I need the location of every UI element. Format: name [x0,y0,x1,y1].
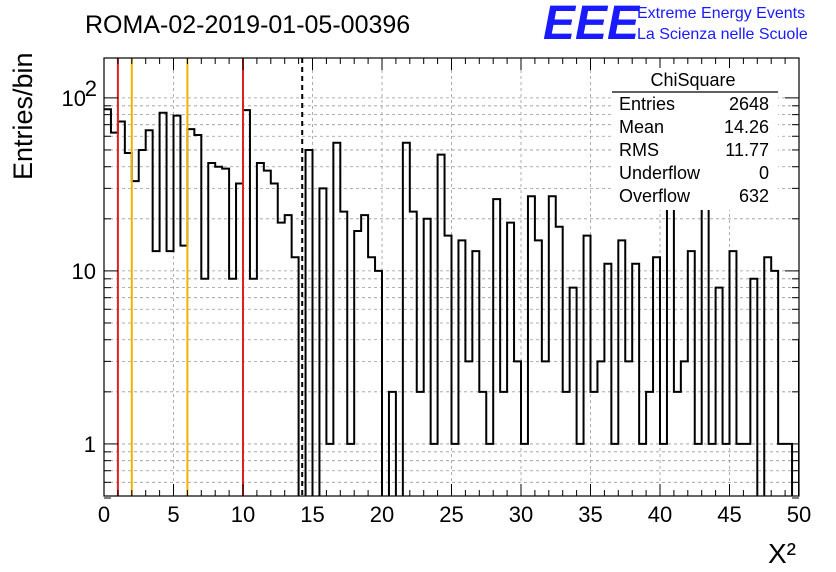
run-title: ROMA-02-2019-01-05-00396 [85,11,410,39]
y-tick-exponent: 2 [85,76,97,101]
histogram-series [104,108,799,496]
x-tick-label: 30 [509,502,533,527]
x-tick-label: 10 [231,502,255,527]
y-axis-label: Entries/bin [8,52,38,180]
x-tick-label: 45 [717,502,741,527]
logo-line-2: La Scienza nelle Scuole [637,26,808,43]
histogram-outline [104,108,799,496]
logo-line-1: Extreme Energy Events [637,5,805,22]
reference-lines [116,58,304,496]
stats-row-value: 14.26 [724,117,769,137]
stats-box: ChiSquare Entries 2648 Mean 14.26 RMS 11.77 Un… [612,68,778,210]
x-tick-label: 0 [98,502,110,527]
stats-row-value: 2648 [729,94,769,114]
stats-row-label: Underflow [619,163,701,183]
stats-row-label: Mean [619,117,664,137]
y-tick-label: 10 [72,259,96,284]
logo-mark: EEE [543,0,641,50]
stats-row-value: 11.77 [725,140,769,160]
y-tick-label: 10 [62,86,86,111]
stats-row-label: Entries [619,94,675,114]
y-tick-label: 1 [84,432,96,457]
x-axis-label: X² [768,538,796,569]
stats-row-value: 0 [759,163,769,183]
eee-logo: EEE Extreme Energy Events La Scienza nel… [543,0,808,50]
x-tick-label: 20 [370,502,394,527]
stats-title: ChiSquare [650,70,735,90]
x-tick-label: 5 [167,502,179,527]
stats-row-label: RMS [619,140,659,160]
x-tick-label: 15 [300,502,324,527]
x-tick-label: 50 [787,502,811,527]
stats-row-value: 632 [739,186,769,206]
stats-row-label: Overflow [619,186,691,206]
x-tick-label: 25 [439,502,463,527]
x-tick-label: 40 [648,502,672,527]
x-tick-label: 35 [578,502,602,527]
